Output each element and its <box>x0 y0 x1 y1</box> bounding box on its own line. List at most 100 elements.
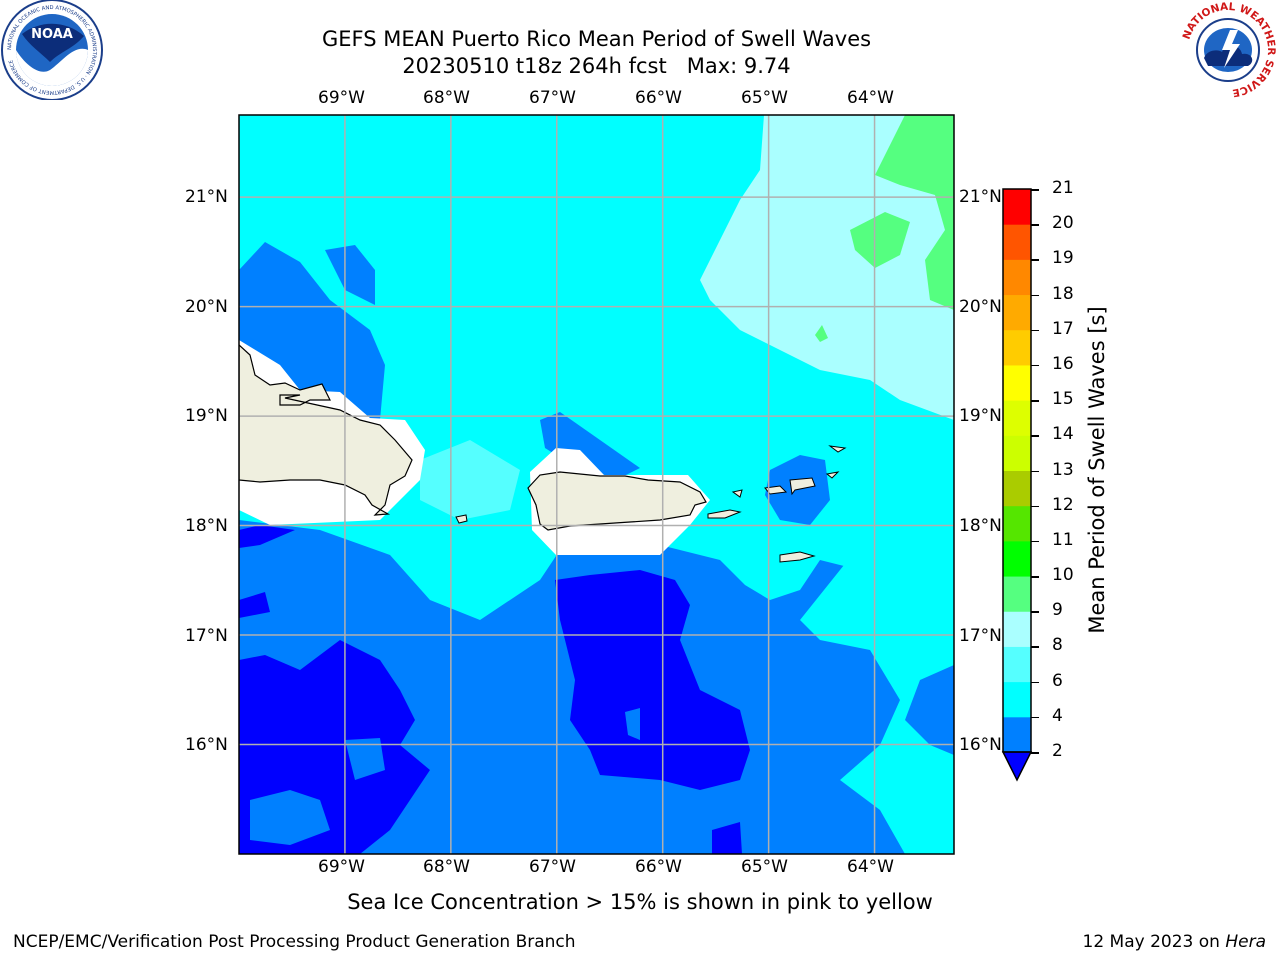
colorbar-tick-mark-6 <box>1031 540 1039 543</box>
chart-title: GEFS MEAN Puerto Rico Mean Period of Swe… <box>321 27 872 51</box>
lon-tick-top-0: 69°W <box>318 88 365 108</box>
colorbar-tick-2: 6 <box>1052 670 1063 691</box>
lat-tick-right-2: 19°N <box>959 406 1002 426</box>
colorbar-band-2 <box>1003 646 1031 683</box>
colorbar-label: Mean Period of Swell Waves [s] <box>1085 306 1109 634</box>
colorbar-extend-min <box>1001 751 1033 782</box>
field-8-9-blob <box>420 440 520 520</box>
field-8-9 <box>700 115 954 420</box>
colorbar-tick-mark-12 <box>1031 329 1039 332</box>
colorbar-tick-mark-13 <box>1031 294 1039 297</box>
gridlines <box>239 115 954 854</box>
noaa-logo: NATIONAL OCEANIC AND ATMOSPHERIC ADMINIS… <box>1 0 103 100</box>
colorbar-tick-mark-14 <box>1031 259 1039 261</box>
lat-tick-left-4: 17°N <box>185 626 228 646</box>
footer-host: Hera <box>1225 932 1266 952</box>
colorbar-band-9 <box>1003 400 1031 436</box>
colorbar-tick-mark-1 <box>1031 716 1039 719</box>
colorbar-band-4 <box>1003 576 1031 612</box>
st-croix-island <box>779 551 816 563</box>
colorbar-band-3 <box>1003 611 1031 647</box>
field-2-4-b <box>555 570 750 790</box>
colorbar-band-8 <box>1003 435 1031 471</box>
colorbar-band-15 <box>1003 189 1031 225</box>
lon-tick-top-3: 66°W <box>635 88 682 108</box>
colorbar-tick-mark-16 <box>1031 189 1039 191</box>
lat-tick-left-5: 16°N <box>185 735 228 755</box>
lon-tick-top-1: 68°W <box>423 88 470 108</box>
colorbar-tick-15: 20 <box>1052 213 1074 234</box>
colorbar-tick-mark-9 <box>1031 435 1039 437</box>
colorbar-band-10 <box>1003 364 1031 401</box>
colorbar-tick-mark-11 <box>1031 364 1039 367</box>
lat-tick-left-1: 20°N <box>185 297 228 317</box>
virgin-gorda-island <box>825 471 840 479</box>
colorbar-tick-1: 4 <box>1052 705 1063 726</box>
colorbar-tick-13: 18 <box>1052 283 1074 304</box>
lon-tick-bottom-1: 68°W <box>423 857 470 877</box>
vieques-island <box>707 509 742 519</box>
colorbar-tick-mark-15 <box>1031 224 1039 226</box>
colorbar <box>1001 188 1033 782</box>
lon-tick-bottom-2: 67°W <box>529 857 576 877</box>
contour-field <box>239 115 954 854</box>
lon-tick-bottom-4: 65°W <box>741 857 788 877</box>
field-9-10-dot <box>815 325 828 342</box>
colorbar-tick-0: 2 <box>1052 741 1063 761</box>
chart-subtitle: 20230510 t18z 264h fcst Max: 9.74 <box>402 54 791 78</box>
culebra-island <box>731 489 743 498</box>
colorbar-tick-8: 13 <box>1052 459 1074 480</box>
colorbar-tick-mark-3 <box>1031 646 1039 648</box>
colorbar-band-6 <box>1003 505 1031 542</box>
colorbar-bands <box>1003 189 1031 753</box>
map-frame <box>238 114 955 855</box>
colorbar-band-11 <box>1003 329 1031 366</box>
footer-left: NCEP/EMC/Verification Post Processing Pr… <box>13 932 576 952</box>
colorbar-tick-14: 19 <box>1052 248 1074 269</box>
lon-tick-bottom-3: 66°W <box>635 857 682 877</box>
field-2-4-c <box>239 525 295 548</box>
field-2-4-d <box>239 592 270 618</box>
colorbar-tick-5: 10 <box>1052 565 1074 586</box>
field-4-6-west2 <box>325 245 375 305</box>
lat-tick-right-4: 17°N <box>959 626 1002 646</box>
colorbar-band-1 <box>1003 681 1031 718</box>
footer-right: 12 May 2023 on Hera <box>1083 932 1267 952</box>
colorbar-band-0 <box>1003 716 1031 753</box>
colorbar-tick-mark-4 <box>1031 611 1039 613</box>
colorbar-tick-3: 8 <box>1052 635 1063 656</box>
colorbar-tick-16: 21 <box>1052 178 1074 198</box>
colorbar-tick-7: 12 <box>1052 494 1074 515</box>
lat-tick-right-0: 21°N <box>959 187 1002 207</box>
colorbar-band-13 <box>1003 259 1031 296</box>
colorbar-tick-6: 11 <box>1052 529 1074 550</box>
field-4-6-north <box>540 412 640 478</box>
colorbar-tick-mark-7 <box>1031 505 1039 508</box>
field-4-6-inner2 <box>625 708 640 740</box>
colorbar-tick-mark-2 <box>1031 681 1039 684</box>
lat-tick-right-5: 16°N <box>959 735 1002 755</box>
colorbar-tick-mark-8 <box>1031 470 1039 472</box>
colorbar-tick-4: 9 <box>1052 600 1063 621</box>
colorbar-band-7 <box>1003 470 1031 507</box>
colorbar-band-12 <box>1003 294 1031 331</box>
lat-tick-right-1: 20°N <box>959 297 1002 317</box>
colorbar-tick-11: 16 <box>1052 353 1074 374</box>
colorbar-band-14 <box>1003 224 1031 260</box>
lon-tick-bottom-5: 64°W <box>847 857 894 877</box>
colorbar-tick-mark-5 <box>1031 576 1039 578</box>
lat-tick-left-0: 21°N <box>185 187 228 207</box>
colorbar-tick-mark-0 <box>1031 752 1039 754</box>
nws-logo: NATIONAL WEATHER SERVICE <box>1180 1 1277 99</box>
colorbar-tick-12: 17 <box>1052 318 1074 339</box>
colorbar-tick-mark-10 <box>1031 400 1039 402</box>
lat-tick-left-2: 19°N <box>185 406 228 426</box>
hispaniola-land <box>239 344 413 516</box>
field-9-10 <box>875 115 954 310</box>
lat-tick-right-3: 18°N <box>959 516 1002 536</box>
sea-ice-caption: Sea Ice Concentration > 15% is shown in … <box>347 890 933 914</box>
bvi-islands <box>789 477 816 496</box>
colorbar-tick-10: 15 <box>1052 389 1074 410</box>
lon-tick-top-4: 65°W <box>741 88 788 108</box>
